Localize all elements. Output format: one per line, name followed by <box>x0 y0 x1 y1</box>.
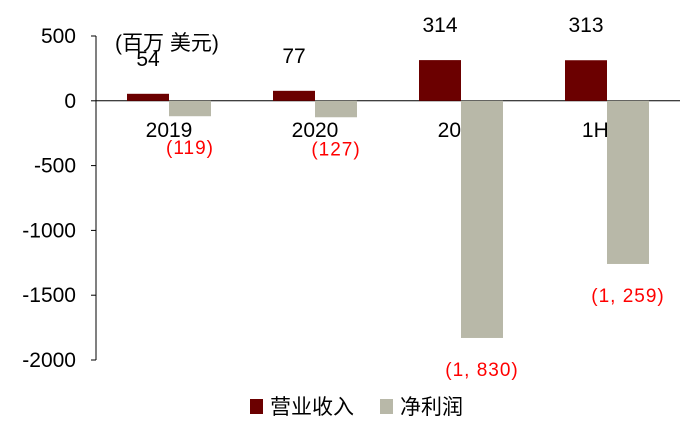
y-tick-label: -1000 <box>22 219 76 242</box>
bar-net-profit-2 <box>461 100 503 338</box>
y-tick-label: -2000 <box>22 349 76 372</box>
bar-revenue-3 <box>565 60 607 101</box>
bar-revenue-0 <box>127 93 169 101</box>
label-net-profit-0: (119) <box>166 138 214 159</box>
data-labels: 54 (119) 77 (127) 314 (1, 830) 313 (1, 259) <box>136 14 664 381</box>
bar-net-profit-1 <box>315 100 357 118</box>
y-tick-label: 500 <box>41 25 76 48</box>
bar-net-profit-3 <box>607 100 649 264</box>
label-revenue-0: 54 <box>136 48 160 71</box>
bar-net-profit-0 <box>169 100 211 117</box>
label-net-profit-2: (1, 830) <box>445 360 518 381</box>
label-revenue-2: 314 <box>422 14 457 37</box>
unit-label: (百万 美元) <box>115 32 219 55</box>
legend-label-0: 营业收入 <box>270 396 354 419</box>
bar-revenue-2 <box>419 60 461 101</box>
legend: 营业收入 净利润 <box>250 396 463 419</box>
legend-swatch-1 <box>380 399 393 414</box>
label-net-profit-1: (127) <box>311 139 360 160</box>
legend-label-1: 净利润 <box>400 396 463 419</box>
x-category-label: 2019 <box>146 119 193 142</box>
label-revenue-3: 313 <box>568 14 603 37</box>
y-tick-label: -500 <box>34 155 76 178</box>
x-category-label: 2020 <box>292 119 339 142</box>
bar-revenue-1 <box>273 90 315 101</box>
legend-swatch-0 <box>250 399 263 414</box>
y-tick-label: -1500 <box>22 284 76 307</box>
label-net-profit-3: (1, 259) <box>591 286 664 307</box>
bars <box>127 60 649 338</box>
label-revenue-1: 77 <box>282 45 305 68</box>
y-tick-label: 0 <box>64 90 76 113</box>
